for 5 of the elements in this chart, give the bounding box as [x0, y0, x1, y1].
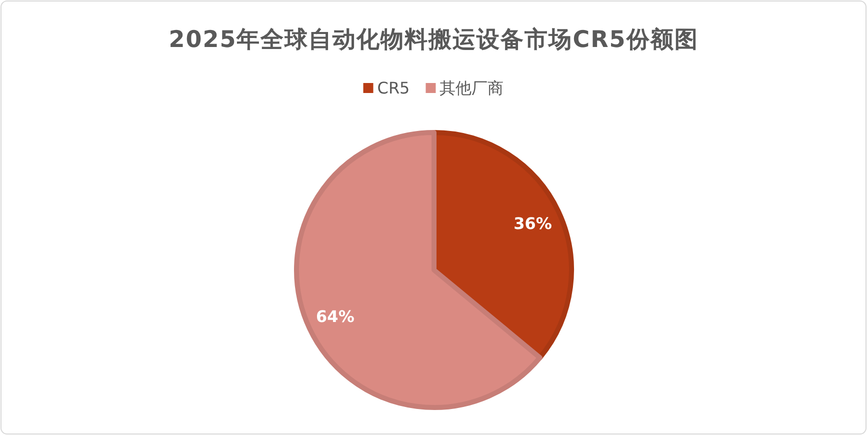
legend-label: CR5 [377, 78, 410, 98]
legend-label: 其他厂商 [440, 78, 504, 98]
data-label: 36% [514, 214, 552, 234]
data-label: 64% [316, 307, 354, 326]
chart-title: 2025年全球自动化物料搬运设备市场CR5份额图 [168, 26, 698, 53]
